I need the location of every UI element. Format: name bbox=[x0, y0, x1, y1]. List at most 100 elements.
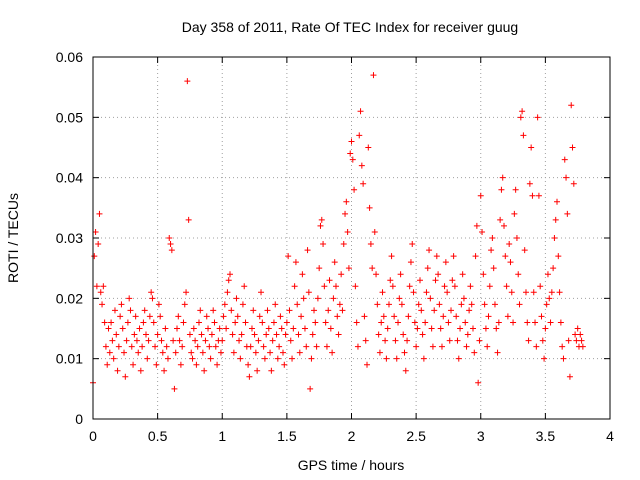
data-point bbox=[504, 313, 511, 320]
data-point bbox=[118, 301, 125, 308]
data-point bbox=[303, 343, 310, 350]
data-point bbox=[406, 283, 413, 290]
data-point bbox=[343, 198, 350, 205]
data-point bbox=[366, 204, 373, 211]
data-point bbox=[507, 259, 514, 266]
data-point bbox=[367, 241, 374, 248]
data-point bbox=[137, 367, 144, 374]
data-point bbox=[96, 210, 103, 217]
data-point bbox=[323, 343, 330, 350]
data-point bbox=[161, 367, 168, 374]
data-point bbox=[236, 337, 243, 344]
data-point bbox=[453, 313, 460, 320]
data-point bbox=[114, 367, 121, 374]
data-point bbox=[185, 216, 192, 223]
data-point bbox=[499, 174, 506, 181]
grid-lines bbox=[93, 57, 610, 419]
data-point bbox=[278, 325, 285, 332]
x-axis-label: GPS time / hours bbox=[298, 457, 405, 473]
data-point bbox=[444, 289, 451, 296]
data-point bbox=[142, 331, 149, 338]
data-point bbox=[241, 283, 248, 290]
data-point bbox=[318, 216, 325, 223]
data-point bbox=[117, 313, 124, 320]
data-point bbox=[110, 355, 117, 362]
data-point bbox=[396, 295, 403, 302]
data-point bbox=[458, 301, 465, 308]
data-point bbox=[208, 331, 215, 338]
data-point bbox=[102, 343, 109, 350]
data-point bbox=[183, 289, 190, 296]
data-point bbox=[543, 301, 550, 308]
data-point bbox=[498, 186, 505, 193]
data-point bbox=[354, 343, 361, 350]
data-point bbox=[326, 277, 333, 284]
data-point bbox=[480, 271, 487, 278]
data-point bbox=[317, 222, 324, 229]
data-point bbox=[566, 373, 573, 380]
y-tick-labels: 0 0.01 0.02 0.03 0.04 0.05 0.06 bbox=[56, 49, 83, 427]
data-point bbox=[206, 343, 213, 350]
data-point bbox=[384, 325, 391, 332]
data-point bbox=[379, 289, 386, 296]
data-point bbox=[469, 325, 476, 332]
data-point bbox=[334, 313, 341, 320]
data-point bbox=[265, 325, 272, 332]
data-point bbox=[106, 349, 113, 356]
data-point bbox=[130, 361, 137, 368]
data-point bbox=[441, 283, 448, 290]
data-point bbox=[414, 325, 421, 332]
data-point bbox=[393, 355, 400, 362]
data-point bbox=[361, 313, 368, 320]
data-point bbox=[352, 283, 359, 290]
data-point bbox=[217, 349, 224, 356]
data-point bbox=[175, 313, 182, 320]
data-point bbox=[551, 235, 558, 241]
data-point bbox=[410, 289, 417, 296]
data-point bbox=[506, 241, 513, 248]
data-point bbox=[338, 271, 345, 278]
data-point bbox=[510, 319, 517, 326]
data-point bbox=[192, 337, 199, 344]
data-point bbox=[149, 295, 156, 302]
data-point bbox=[511, 210, 518, 217]
data-point bbox=[221, 301, 228, 308]
data-point bbox=[542, 325, 549, 332]
data-point bbox=[225, 277, 232, 284]
data-point bbox=[176, 337, 183, 344]
data-point bbox=[329, 349, 336, 356]
data-point bbox=[529, 192, 536, 199]
data-point bbox=[219, 337, 226, 344]
data-point bbox=[404, 337, 411, 344]
data-point bbox=[139, 343, 146, 350]
data-point bbox=[391, 313, 398, 320]
data-point bbox=[423, 289, 430, 296]
data-point bbox=[436, 301, 443, 308]
data-point bbox=[291, 283, 298, 290]
data-point bbox=[325, 307, 332, 314]
data-point bbox=[552, 216, 559, 223]
data-point bbox=[422, 319, 429, 326]
data-point bbox=[164, 355, 171, 362]
data-point bbox=[538, 313, 545, 320]
axis-ticks bbox=[92, 56, 611, 420]
data-point bbox=[109, 337, 116, 344]
data-point bbox=[252, 349, 259, 356]
data-point bbox=[301, 325, 308, 332]
data-point bbox=[269, 337, 276, 344]
data-point bbox=[212, 343, 219, 350]
y-tick-label: 0.03 bbox=[56, 230, 83, 246]
data-point bbox=[579, 343, 586, 350]
data-point bbox=[146, 313, 153, 320]
data-point bbox=[216, 325, 223, 332]
data-point bbox=[264, 307, 271, 314]
data-point bbox=[357, 108, 364, 115]
data-point bbox=[526, 180, 533, 187]
data-point bbox=[400, 331, 407, 338]
data-point bbox=[140, 319, 147, 326]
data-point bbox=[348, 138, 355, 145]
data-point bbox=[123, 337, 130, 344]
data-point bbox=[388, 253, 395, 260]
data-point bbox=[541, 355, 548, 362]
